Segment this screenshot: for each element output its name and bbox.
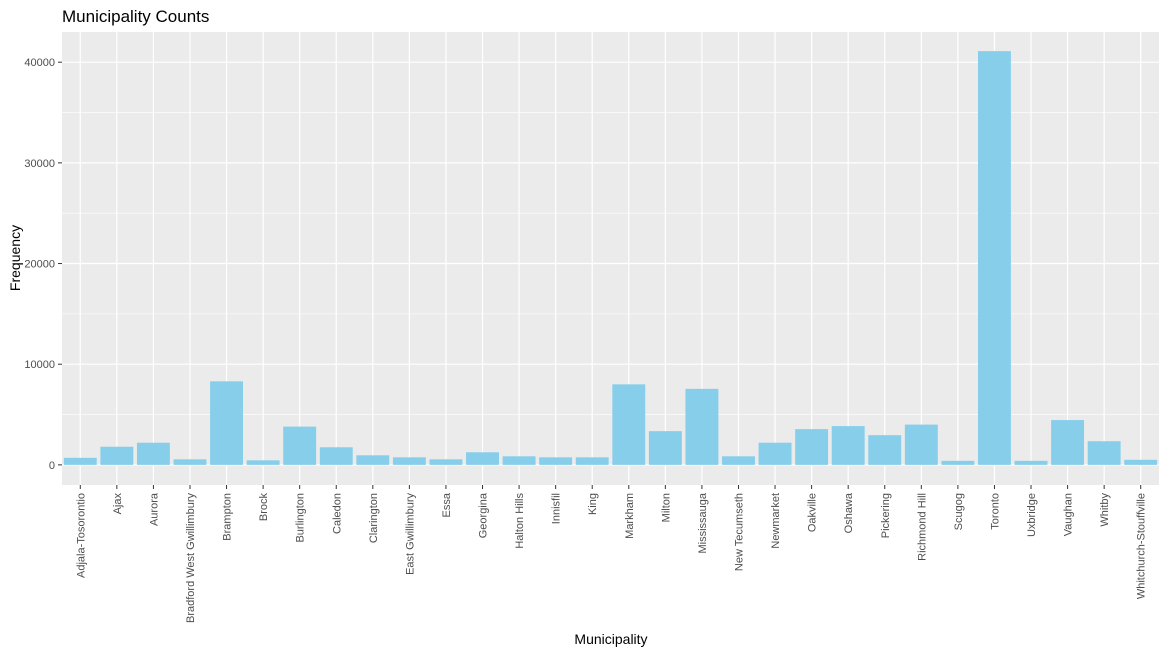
bar-oakville xyxy=(795,429,829,465)
bar-toronto xyxy=(977,51,1011,465)
x-tick-label: Innisfil xyxy=(551,493,563,524)
bar-markham xyxy=(612,384,646,465)
x-tick-label: Newmarket xyxy=(770,493,782,549)
y-tick-label: 10000 xyxy=(24,359,55,371)
x-tick-label: Toronto xyxy=(989,493,1001,530)
y-tick-label: 20000 xyxy=(24,259,55,271)
x-tick-label: Clarington xyxy=(368,493,380,543)
bar-adjala-tosorontio xyxy=(63,457,97,465)
x-tick-label: Brampton xyxy=(222,493,234,541)
bar-georgina xyxy=(466,452,499,465)
bar-richmond-hill xyxy=(904,424,938,465)
bar-caledon xyxy=(319,447,353,465)
bar-aurora xyxy=(136,442,170,465)
bar-whitchurch-stouffville xyxy=(1124,459,1158,465)
x-tick-label: Halton Hills xyxy=(514,493,526,549)
bar-vaughan xyxy=(1051,420,1085,465)
x-tick-label: Pickering xyxy=(880,493,892,538)
bar-burlington xyxy=(283,426,317,465)
bar-oshawa xyxy=(831,426,865,465)
x-tick-label: Caledon xyxy=(331,493,343,534)
plot-panel xyxy=(62,32,1159,485)
x-tick-label: Bradford West Gwillimbury xyxy=(185,493,197,623)
y-axis-title: Frequency xyxy=(7,225,23,291)
bar-whitby xyxy=(1087,441,1121,465)
x-tick-label: Whitby xyxy=(1099,493,1111,527)
x-tick-label: Essa xyxy=(441,492,453,517)
bar-uxbridge xyxy=(1014,460,1048,465)
x-tick-label: Oshawa xyxy=(843,492,855,533)
x-tick-label: Whitchurch-Stouffville xyxy=(1136,493,1148,599)
x-tick-label: New Tecumseth xyxy=(733,493,745,571)
bar-scugog xyxy=(941,460,975,465)
bar-bradford-west-gwillimbury xyxy=(173,459,207,465)
bars xyxy=(63,51,1158,465)
x-tick-label: Brock xyxy=(258,493,270,522)
bar-clarington xyxy=(356,455,390,465)
y-tick-label: 30000 xyxy=(24,158,55,170)
bar-essa xyxy=(429,459,463,465)
x-tick-label: Adjala-Tosorontio xyxy=(75,493,87,578)
bar-innisfil xyxy=(539,457,573,465)
x-axis: Adjala-Tosorontio Ajax Aurora Bradford West… xyxy=(75,485,1148,623)
bar-brampton xyxy=(210,381,244,465)
chart-title: Municipality Counts xyxy=(62,7,209,26)
bar-king xyxy=(575,457,609,465)
bar-newmarket xyxy=(758,442,792,465)
y-axis: 0 10000 20000 30000 40000 xyxy=(24,57,62,472)
y-tick-label: 0 xyxy=(49,460,55,472)
bar-mississauga xyxy=(685,388,719,465)
x-tick-label: Aurora xyxy=(148,492,160,526)
x-tick-label: Ajax xyxy=(112,493,124,515)
bar-ajax xyxy=(100,446,134,465)
x-axis-title: Municipality xyxy=(574,631,647,647)
bar-east-gwillimbury xyxy=(392,457,426,465)
x-tick-label: Burlington xyxy=(295,493,307,543)
x-tick-label: Mississauga xyxy=(697,492,709,553)
x-tick-label: Markham xyxy=(624,493,636,539)
x-tick-label: East Gwillimbury xyxy=(404,493,416,575)
x-tick-label: Georgina xyxy=(478,492,490,538)
bar-halton-hills xyxy=(502,456,536,465)
x-tick-label: Milton xyxy=(660,493,672,522)
x-tick-label: Uxbridge xyxy=(1026,493,1038,537)
bar-brock xyxy=(246,460,280,465)
x-tick-label: Vaughan xyxy=(1063,493,1075,536)
minor-gridlines xyxy=(62,112,1159,415)
bar-milton xyxy=(648,431,682,465)
x-tick-label: Scugog xyxy=(953,493,965,530)
y-tick-label: 40000 xyxy=(24,57,55,69)
x-tick-label: Oakville xyxy=(807,493,819,532)
bar-new-tecumseth xyxy=(722,456,755,465)
bar-pickering xyxy=(868,435,902,465)
x-tick-label: King xyxy=(587,493,599,515)
x-tick-label: Richmond Hill xyxy=(916,493,928,561)
